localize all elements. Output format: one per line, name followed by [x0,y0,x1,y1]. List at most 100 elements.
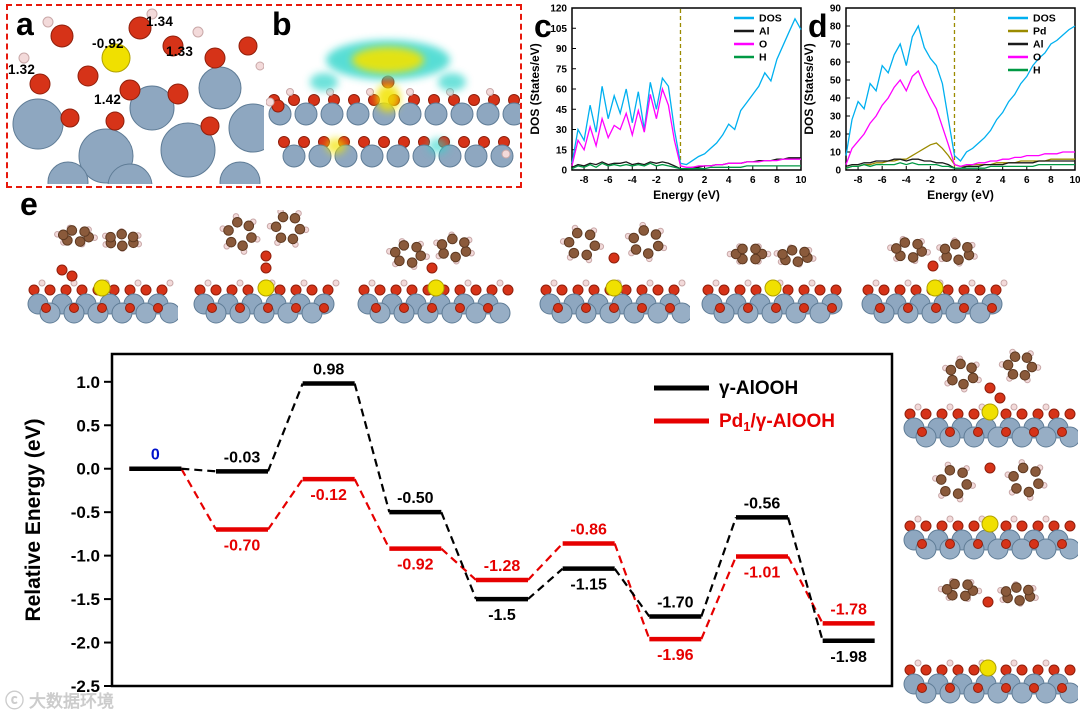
bader-charge: -0.92 [92,36,124,51]
svg-text:Al: Al [759,26,770,38]
watermark: ⓒ 大数据环境 [5,686,114,713]
svg-text:-1.96: -1.96 [657,647,694,664]
svg-text:-8: -8 [580,175,589,186]
dos-chart-gamma-alooh: -8 -6 -4 -2 0 2 4 6 8 10 0 15 30 45 60 75 90 105 120 Energy… [528,4,806,203]
svg-text:-2.5: -2.5 [71,677,100,696]
svg-text:-1.5: -1.5 [488,607,516,624]
svg-text:Energy (eV): Energy (eV) [927,188,994,202]
svg-text:70: 70 [830,40,842,51]
svg-text:-1.28: -1.28 [484,558,521,575]
svg-text:10: 10 [795,175,806,186]
svg-text:105: 105 [550,24,567,35]
svg-text:Pd1/γ-AlOOH: Pd1/γ-AlOOH [719,411,835,434]
svg-text:0: 0 [561,166,567,177]
panel-label-a: a [16,6,34,42]
svg-text:-1.70: -1.70 [657,594,694,611]
svg-text:2: 2 [702,175,708,186]
bond-length-left: 1.32 [8,62,36,77]
svg-text:-0.86: -0.86 [570,521,607,538]
structure-thumb-6 [861,235,1008,324]
svg-text:H: H [1033,65,1041,77]
svg-text:4: 4 [726,175,732,186]
svg-text:6: 6 [1024,175,1030,186]
svg-text:Al: Al [1033,39,1044,51]
panel-label-e: e [20,186,38,222]
bond-length-right: 1.33 [166,44,194,59]
reaction-energy-profile-chart: 1.0 0.5 0.0 -0.5 -1.0 -1.5 -2.0 -2.5 Relative En… [22,352,894,696]
panel-label-d: d [808,8,828,44]
svg-text:-6: -6 [878,175,887,186]
svg-text:-1.78: -1.78 [830,601,867,618]
svg-text:DOS: DOS [1033,13,1056,25]
svg-text:0.98: 0.98 [313,362,344,379]
svg-text:0: 0 [952,175,958,186]
svg-text:-0.03: -0.03 [224,449,261,466]
svg-text:0: 0 [678,175,684,186]
svg-text:20: 20 [830,130,842,141]
svg-text:-2.0: -2.0 [71,634,100,653]
svg-text:DOS (States/eV): DOS (States/eV) [802,43,816,134]
svg-text:50: 50 [830,76,842,87]
svg-text:-6: -6 [604,175,613,186]
svg-text:H: H [759,52,767,64]
svg-text:-8: -8 [854,175,863,186]
panel-a-structure-image [12,8,264,184]
structure-thumb-7 [903,348,1078,448]
svg-text:30: 30 [830,112,842,123]
svg-text:-2: -2 [652,175,661,186]
svg-text:2: 2 [976,175,982,186]
svg-text:75: 75 [556,64,568,75]
structure-thumb-5 [701,243,843,324]
svg-text:Relative Energy (eV): Relative Energy (eV) [22,418,45,621]
svg-text:90: 90 [830,4,842,15]
svg-text:-0.56: -0.56 [744,495,781,512]
svg-text:30: 30 [556,125,568,136]
svg-text:-0.12: -0.12 [310,487,347,504]
svg-text:-1.15: -1.15 [570,577,607,594]
svg-text:10: 10 [830,148,842,159]
svg-text:-0.50: -0.50 [397,490,434,507]
structure-thumb-3 [357,231,514,324]
svg-text:-1.98: -1.98 [830,649,867,666]
svg-text:45: 45 [556,105,568,116]
structure-thumb-8 [903,459,1078,560]
svg-text:8: 8 [774,175,780,186]
svg-text:-4: -4 [628,175,637,186]
svg-text:90: 90 [556,44,568,55]
svg-text:0: 0 [835,166,841,177]
svg-text:-4: -4 [902,175,911,186]
svg-text:1.0: 1.0 [76,373,100,392]
svg-text:0.5: 0.5 [76,416,100,435]
structure-thumb-2 [193,210,340,324]
svg-text:120: 120 [550,4,567,15]
svg-text:Energy (eV): Energy (eV) [653,188,720,202]
svg-text:-0.92: -0.92 [397,557,434,574]
svg-text:-1.5: -1.5 [71,590,100,609]
svg-text:80: 80 [830,22,842,33]
svg-text:-0.5: -0.5 [71,503,100,522]
bond-length-mid: 1.42 [94,92,122,107]
svg-text:6: 6 [750,175,756,186]
watermark-icon: ⓒ [5,691,25,712]
svg-text:8: 8 [1048,175,1054,186]
svg-text:DOS: DOS [759,13,782,25]
dos-chart-pd1-gamma-alooh: -8 -6 -4 -2 0 2 4 6 8 10 0 10 20 30 40 50 60 70 80 90 Energy… [802,4,1080,203]
svg-text:4: 4 [1000,175,1006,186]
svg-text:Pd: Pd [1033,26,1046,38]
panel-label-c: c [534,8,552,44]
panel-label-b: b [272,6,292,42]
panel-b-charge-density-image [266,40,520,168]
svg-text:0.0: 0.0 [76,460,100,479]
svg-text:-1.01: -1.01 [744,565,781,582]
svg-text:O: O [1033,52,1041,64]
svg-text:-1.0: -1.0 [71,547,100,566]
structure-thumb-9 [903,578,1078,704]
svg-text:-2: -2 [926,175,935,186]
structure-thumb-4 [539,221,690,324]
svg-text:γ-AlOOH: γ-AlOOH [719,378,798,399]
bond-length-top: 1.34 [146,14,174,29]
svg-text:-0.70: -0.70 [224,538,261,555]
svg-text:0: 0 [151,447,160,464]
svg-text:DOS (States/eV): DOS (States/eV) [528,43,542,134]
